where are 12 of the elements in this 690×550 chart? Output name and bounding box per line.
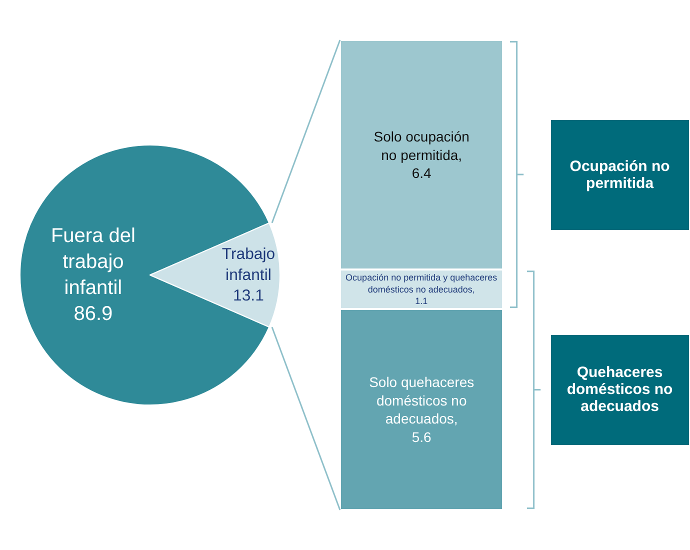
data-label: 6.4 [412,165,432,182]
label-box: Quehaceres domésticos no adecuados [550,334,689,445]
series-label: Solo quehaceres domésticos no adecuados, [369,374,474,427]
series-label: Ocupación no permitida y quehaceres domésticos no adecuados, [346,272,498,294]
data-label: 86.9 [74,303,113,325]
data-label: 1.1 [415,296,428,306]
series-label: Solo ocupación no permitida, [374,128,470,163]
data-label: 5.6 [412,428,432,445]
slice-label: Trabajo infantil [222,246,276,284]
label-box: Ocupación no permitida [550,120,689,230]
data-label: 13.1 [233,287,264,304]
slice-label: Fuera del trabajo infantil [50,225,136,299]
